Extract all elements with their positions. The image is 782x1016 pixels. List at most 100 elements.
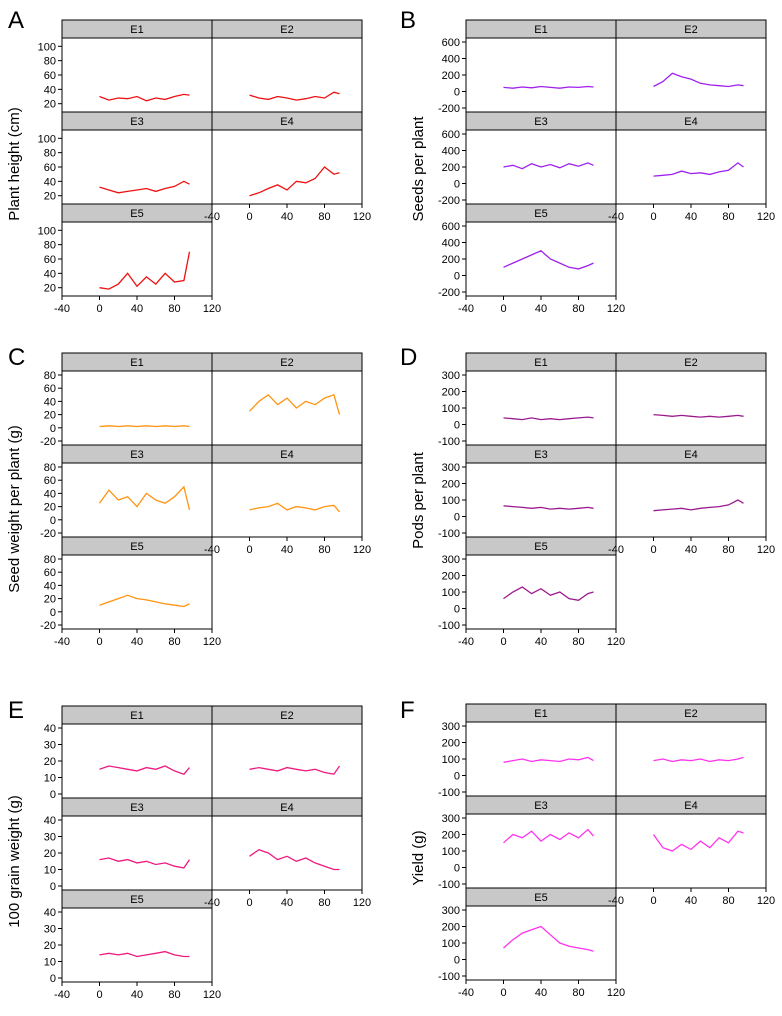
x-tick-label: 80 [168, 303, 180, 315]
y-tick-label: 40 [44, 84, 56, 96]
series-line [653, 413, 744, 418]
y-tick-label: 100 [442, 846, 460, 858]
y-tick-label: 20 [44, 848, 56, 860]
y-axis-label: Pods per plant [410, 451, 427, 549]
panel-label: E4 [684, 800, 697, 812]
y-tick-label: 30 [44, 832, 56, 844]
panel-e5: E5 [465, 203, 617, 297]
y-tick-label: 20 [44, 594, 56, 606]
x-tick-label: 0 [650, 895, 656, 907]
panel-plot-area [211, 723, 363, 799]
x-tick-label: 0 [500, 987, 506, 999]
series-line [653, 756, 744, 763]
x-tick-label: 40 [685, 211, 697, 223]
series-line [249, 502, 340, 513]
y-tick-label: 100 [38, 133, 56, 145]
panel-e4: E4 [211, 797, 363, 891]
x-tick-label: 80 [168, 636, 180, 648]
panel-plot-area [211, 37, 363, 113]
panel-label: E2 [684, 357, 697, 369]
series-line [99, 93, 190, 102]
chart-e: E 100 grain weight (g) E1 E2 E3 E4 E5 0 10 20 30 40… [6, 697, 371, 1001]
panel-label: E1 [534, 357, 547, 369]
series-line [652, 830, 744, 852]
x-tick-label: 120 [203, 989, 221, 1001]
panel-e1: E1 [465, 352, 617, 446]
panel-label: E3 [534, 449, 547, 461]
series-line [99, 594, 190, 608]
y-tick-label: 20 [44, 99, 56, 111]
x-tick-label: 80 [318, 897, 330, 909]
panel-label: E2 [684, 24, 697, 36]
series-line [249, 166, 340, 197]
panel-label: E1 [130, 710, 143, 722]
y-tick-label: 80 [44, 462, 56, 474]
panel-plot-area [61, 370, 213, 446]
series-line [99, 950, 190, 958]
y-tick-label: 100 [442, 754, 460, 766]
x-tick-label: -40 [54, 636, 70, 648]
y-tick-label: 20 [44, 191, 56, 203]
series-line [99, 180, 190, 194]
panel-plot-area [465, 221, 617, 297]
x-tick-label: 120 [203, 636, 221, 648]
panel-plot-area [61, 815, 213, 891]
panel-plot-area [615, 370, 767, 446]
series-line [99, 857, 191, 869]
y-tick-label: 80 [44, 148, 56, 160]
series-line [503, 828, 594, 844]
chart-d: D Pods per plant E1 E2 E3 E4 E5 -100 0 100 200 300 -… [400, 344, 775, 648]
x-tick-label: 40 [281, 211, 293, 223]
series-line [653, 72, 744, 88]
series-line [503, 85, 594, 89]
panel-e5: E5 [465, 887, 617, 981]
x-tick-label: 120 [757, 211, 775, 223]
panel-label: E4 [280, 449, 293, 461]
y-tick-label: 0 [454, 420, 460, 432]
panel-e2: E2 [615, 19, 767, 113]
y-tick-label: 80 [44, 370, 56, 382]
y-tick-label: 300 [442, 370, 460, 382]
x-tick-label: 80 [722, 895, 734, 907]
y-tick-label: 200 [442, 571, 460, 583]
chart-f: F Yield (g) E1 E2 E3 E4 E5 -100 0 100 200 300 -100 0 1… [400, 697, 775, 999]
x-tick-label: 0 [500, 303, 506, 315]
y-tick-label: 20 [44, 756, 56, 768]
x-tick-label: 40 [685, 895, 697, 907]
y-axis-label: Plant height (cm) [6, 107, 23, 220]
panel-label: E4 [280, 116, 293, 128]
panel-label: E4 [280, 802, 293, 814]
y-tick-label: 20 [44, 940, 56, 952]
y-tick-label: 200 [442, 738, 460, 750]
x-tick-label: 40 [685, 544, 697, 556]
y-tick-label: 200 [442, 922, 460, 934]
y-tick-label: -100 [438, 620, 460, 632]
x-tick-label: 0 [96, 303, 102, 315]
series-line [653, 162, 744, 177]
y-tick-label: 100 [442, 403, 460, 415]
y-tick-label: 100 [38, 41, 56, 53]
y-tick-label: 600 [442, 129, 460, 141]
y-tick-label: 40 [44, 396, 56, 408]
y-tick-label: 100 [442, 495, 460, 507]
panel-e4: E4 [615, 111, 767, 205]
x-tick-label: 120 [353, 544, 371, 556]
panel-label: E5 [534, 892, 547, 904]
y-tick-label: 0 [454, 955, 460, 967]
panel-plot-area [61, 554, 213, 630]
panel-plot-area [61, 221, 213, 297]
panel-e5: E5 [61, 889, 213, 983]
y-tick-label: 100 [442, 938, 460, 950]
y-axis-label: 100 grain weight (g) [6, 795, 23, 928]
panel-label: E3 [130, 449, 143, 461]
x-tick-label: 40 [535, 636, 547, 648]
panel-e1: E1 [465, 703, 617, 797]
y-tick-label: 20 [44, 410, 56, 422]
panel-e2: E2 [211, 19, 363, 113]
panel-plot-area [465, 813, 617, 889]
y-tick-label: 300 [442, 813, 460, 825]
panel-e4: E4 [211, 444, 363, 538]
panel-e4: E4 [211, 111, 363, 205]
x-tick-label: 40 [535, 987, 547, 999]
y-tick-label: 400 [442, 238, 460, 250]
